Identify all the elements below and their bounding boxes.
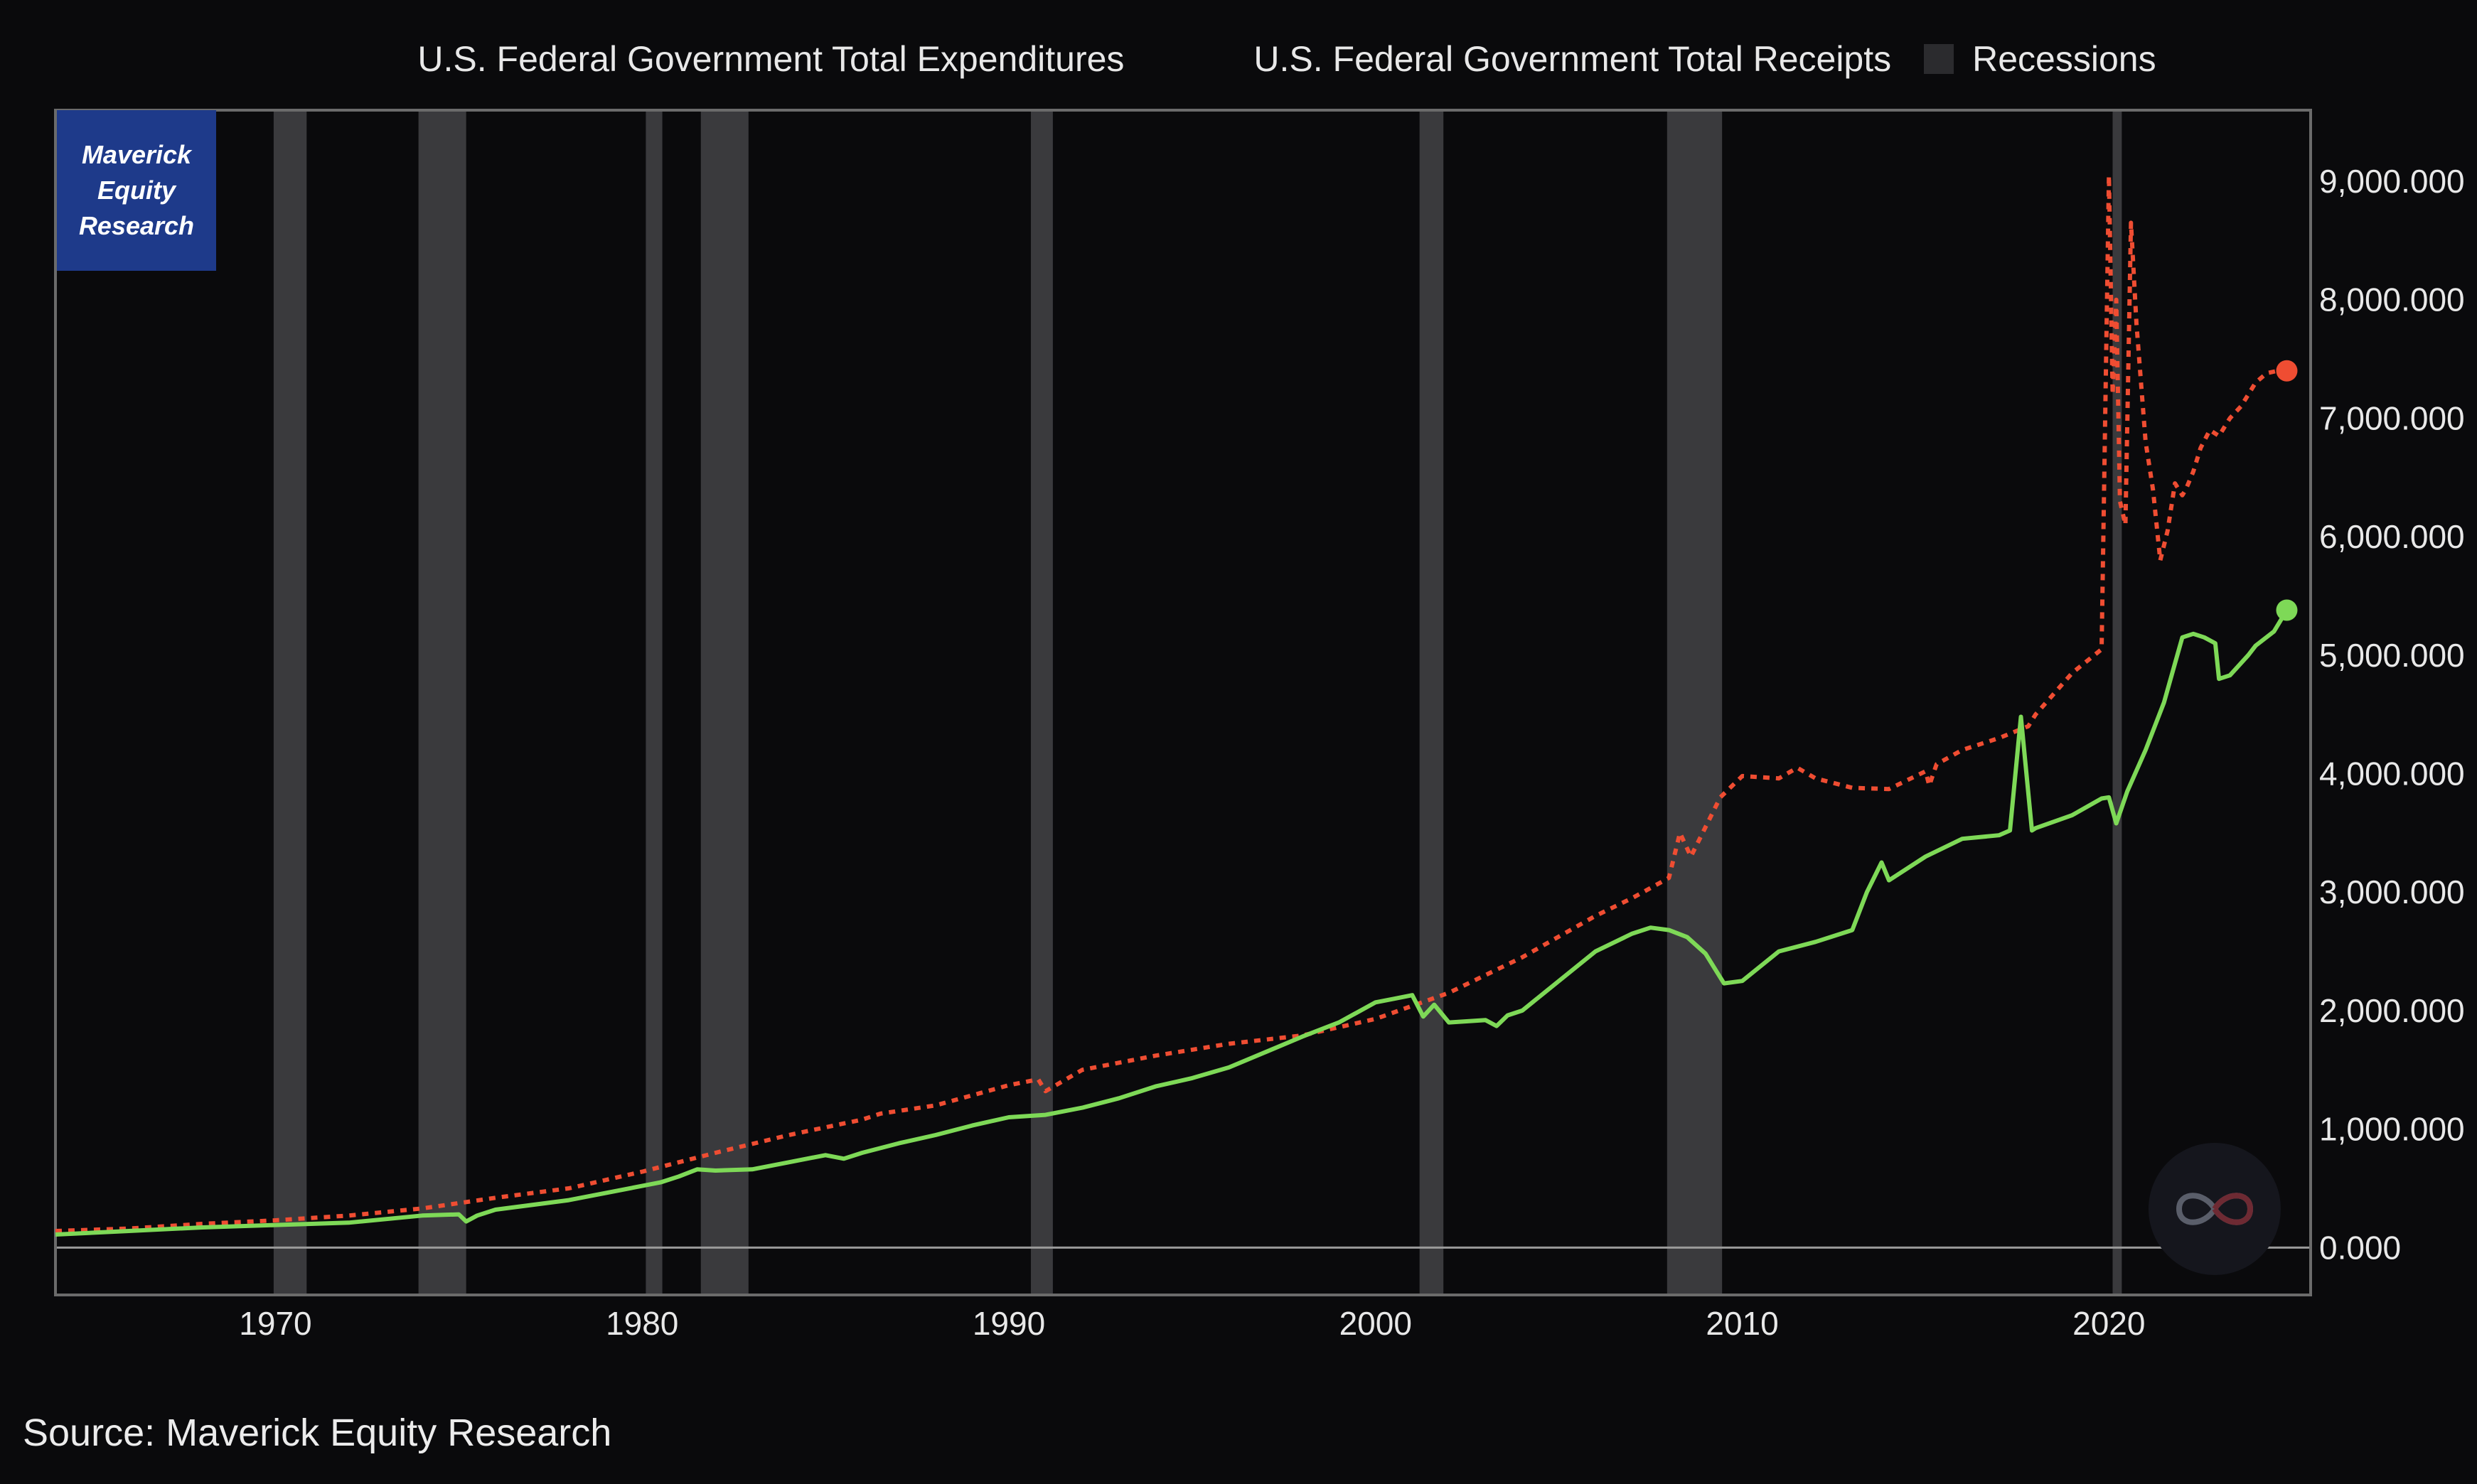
y-tick-label: 0.000 — [2319, 1229, 2401, 1266]
legend-item-recessions[interactable]: Recessions — [1924, 38, 2156, 80]
legend-item-receipts[interactable]: U.S. Federal Government Total Receipts — [1157, 38, 1891, 80]
legend-item-expenditures[interactable]: U.S. Federal Government Total Expenditur… — [321, 38, 1124, 80]
y-tick-label: 5,000.000 — [2319, 637, 2465, 674]
x-tick-label: 1990 — [973, 1305, 1045, 1342]
badge-line-3: Research — [78, 211, 195, 240]
y-tick-label: 9,000.000 — [2319, 163, 2465, 200]
plot-frame — [54, 109, 2312, 1296]
y-tick-label: 4,000.000 — [2319, 756, 2465, 792]
series-layer — [55, 173, 2298, 1237]
badge-line-1: Maverick — [81, 140, 192, 169]
series-line-1 — [55, 608, 2289, 1237]
y-tick-label: 3,000.000 — [2319, 873, 2465, 910]
recession-band-0 — [273, 110, 307, 1295]
infinity-logo-icon — [2149, 1143, 2281, 1275]
recession-band-7 — [2112, 110, 2122, 1295]
y-tick-label: 2,000.000 — [2319, 992, 2465, 1029]
x-tick-label: 1970 — [239, 1305, 311, 1342]
recession-band-1 — [418, 110, 466, 1295]
legend-label-expenditures: U.S. Federal Government Total Expenditur… — [417, 39, 1125, 79]
y-tick-label: 6,000.000 — [2319, 518, 2465, 555]
x-tick-label: 1980 — [606, 1305, 678, 1342]
source-caption: Source: Maverick Equity Research — [23, 1412, 612, 1454]
recession-band-6 — [1667, 110, 1723, 1295]
series-end-point-0 — [2276, 360, 2298, 382]
maverick-logo-badge: Maverick Equity Research — [57, 110, 216, 271]
legend-label-receipts: U.S. Federal Government Total Receipts — [1253, 39, 1892, 79]
y-tick-label: 8,000.000 — [2319, 281, 2465, 318]
x-tick-label: 2000 — [1339, 1305, 1412, 1342]
legend-label-recessions: Recessions — [1972, 39, 2156, 79]
x-tick-label: 2010 — [1706, 1305, 1778, 1342]
badge-line-2: Equity — [97, 176, 176, 205]
recession-swatch-icon — [1924, 44, 1954, 74]
y-axis: 0.000 1,000.000 2,000.000 3,000.000 4,000.00… — [2319, 163, 2465, 1266]
y-tick-label: 7,000.000 — [2319, 399, 2465, 436]
series-end-point-1 — [2276, 599, 2298, 621]
legend: U.S. Federal Government Total Expenditur… — [0, 27, 2477, 91]
recession-band-3 — [700, 110, 749, 1295]
series-line-0 — [55, 173, 2287, 1233]
recession-bands — [273, 110, 2122, 1295]
x-tick-label: 2020 — [2072, 1305, 2145, 1342]
y-tick-label: 1,000.000 — [2319, 1111, 2465, 1148]
recession-band-4 — [1030, 110, 1053, 1295]
recession-band-5 — [1419, 110, 1444, 1295]
recession-band-2 — [646, 110, 663, 1295]
x-axis: 1970 1980 1990 2000 2010 2020 — [239, 1305, 2145, 1342]
